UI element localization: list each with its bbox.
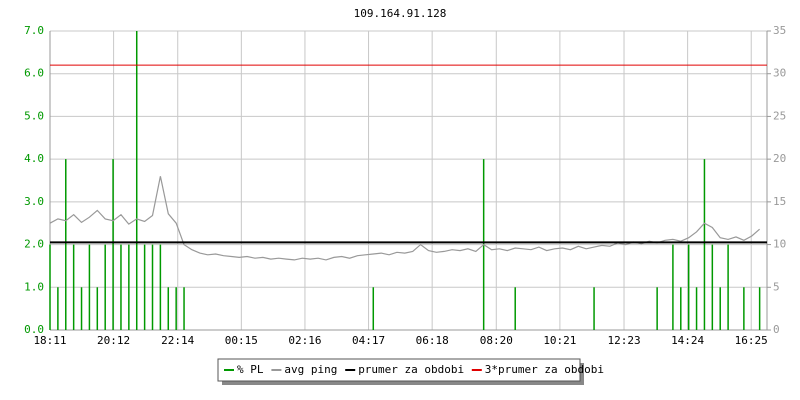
x-tick-label: 16:25 (735, 334, 768, 347)
y-tick-label: 3.0 (24, 195, 44, 208)
x-tick-label: 00:15 (225, 334, 258, 347)
chart-title: 109.164.91.128 (354, 7, 447, 20)
x-tick-label: 02:16 (288, 334, 321, 347)
y2-tick-label: 20 (773, 152, 786, 165)
y2-tick-label: 25 (773, 109, 786, 122)
y-tick-label: 4.0 (24, 152, 44, 165)
x-tick-label: 22:14 (161, 334, 194, 347)
y2-tick-label: 15 (773, 195, 786, 208)
legend-label: avg ping (284, 363, 337, 376)
legend-label: 3*prumer za obdobi (485, 363, 604, 376)
x-tick-label: 20:12 (97, 334, 130, 347)
y2-tick-label: 5 (773, 280, 780, 293)
y-tick-label: 6.0 (24, 67, 44, 80)
ping-line (49, 176, 760, 261)
y-tick-label: 7.0 (24, 24, 44, 37)
legend-label: % PL (237, 363, 264, 376)
y-tick-label: 5.0 (24, 109, 44, 122)
y-tick-label: 1.0 (24, 280, 44, 293)
x-tick-label: 12:23 (607, 334, 640, 347)
x-tick-label: 04:17 (352, 334, 385, 347)
y2-tick-label: 30 (773, 67, 786, 80)
legend-label: prumer za obdobi (358, 363, 464, 376)
x-tick-label: 08:20 (480, 334, 513, 347)
x-tick-label: 10:21 (543, 334, 576, 347)
y-tick-label: 0.0 (24, 323, 44, 336)
y-tick-label: 2.0 (24, 238, 44, 251)
x-tick-label: 14:24 (671, 334, 704, 347)
y2-tick-label: 0 (773, 323, 780, 336)
x-tick-label: 18:11 (33, 334, 66, 347)
y2-tick-label: 35 (773, 24, 786, 37)
y2-tick-label: 10 (773, 238, 786, 251)
x-tick-label: 06:18 (416, 334, 449, 347)
legend-box (217, 358, 581, 382)
